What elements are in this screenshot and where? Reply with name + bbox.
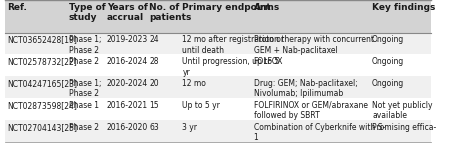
Bar <box>5 120 66 142</box>
Text: 2020-2024: 2020-2024 <box>107 79 148 88</box>
Bar <box>147 120 180 142</box>
Bar <box>66 54 104 76</box>
Bar <box>147 0 180 33</box>
Bar <box>104 76 147 98</box>
Bar <box>180 98 251 120</box>
Text: NCT02578732[22]: NCT02578732[22] <box>7 57 77 66</box>
Text: Type of
study: Type of study <box>69 3 106 22</box>
Bar <box>66 33 104 54</box>
Bar <box>251 0 370 33</box>
Bar <box>104 54 147 76</box>
Text: Ongoing: Ongoing <box>372 35 404 44</box>
Text: FOLFOX: FOLFOX <box>254 57 283 66</box>
Bar <box>104 33 147 54</box>
Text: Combination of Cyberknife with S-
1: Combination of Cyberknife with S- 1 <box>254 123 385 142</box>
Text: Promising effica-: Promising effica- <box>372 123 437 132</box>
Bar <box>5 33 66 54</box>
Bar <box>147 54 180 76</box>
Text: 28: 28 <box>149 57 159 66</box>
Text: Phase 1;
Phase 2: Phase 1; Phase 2 <box>69 79 101 98</box>
Bar <box>251 98 370 120</box>
Text: Up to 5 yr: Up to 5 yr <box>182 101 220 110</box>
Text: Phase 2: Phase 2 <box>69 123 99 132</box>
Text: Ref.: Ref. <box>7 3 27 12</box>
Text: Key findings: Key findings <box>372 3 436 12</box>
Bar <box>370 98 431 120</box>
Text: Proton therapy with concurrent
GEM + Nab-paclitaxel: Proton therapy with concurrent GEM + Nab… <box>254 35 374 55</box>
Bar <box>180 120 251 142</box>
Text: Phase 2: Phase 2 <box>69 57 99 66</box>
Bar <box>251 33 370 54</box>
Text: Years of
accrual: Years of accrual <box>107 3 147 22</box>
Bar <box>251 76 370 98</box>
Bar <box>370 33 431 54</box>
Bar <box>5 54 66 76</box>
Text: No. of
patients: No. of patients <box>149 3 191 22</box>
Text: Phase 1: Phase 1 <box>69 101 99 110</box>
Text: 12 mo after registration or
until death: 12 mo after registration or until death <box>182 35 284 55</box>
Text: Ongoing: Ongoing <box>372 57 404 66</box>
Text: 2016-2020: 2016-2020 <box>107 123 148 132</box>
Bar <box>251 54 370 76</box>
Bar <box>180 0 251 33</box>
Bar <box>5 76 66 98</box>
Bar <box>104 120 147 142</box>
Text: 24: 24 <box>149 35 159 44</box>
Text: 2016-2024: 2016-2024 <box>107 57 148 66</box>
Text: 20: 20 <box>149 79 159 88</box>
Text: Arms: Arms <box>254 3 280 12</box>
Bar <box>147 76 180 98</box>
Text: Phase 1;
Phase 2: Phase 1; Phase 2 <box>69 35 101 55</box>
Text: NCT04247165[23]: NCT04247165[23] <box>7 79 77 88</box>
Bar <box>66 76 104 98</box>
Bar <box>370 120 431 142</box>
Text: Until progression, up to 5
yr: Until progression, up to 5 yr <box>182 57 280 77</box>
Bar <box>66 98 104 120</box>
Bar <box>104 98 147 120</box>
Text: Primary endpoint: Primary endpoint <box>182 3 271 12</box>
Text: 3 yr: 3 yr <box>182 123 198 132</box>
Text: 12 mo: 12 mo <box>182 79 206 88</box>
Bar <box>180 33 251 54</box>
Bar <box>180 54 251 76</box>
Bar <box>251 120 370 142</box>
Bar <box>5 0 66 33</box>
Text: 63: 63 <box>149 123 159 132</box>
Text: NCT02873598[24]: NCT02873598[24] <box>7 101 77 110</box>
Bar <box>104 0 147 33</box>
Text: NCT02704143[25]: NCT02704143[25] <box>7 123 77 132</box>
Text: 15: 15 <box>149 101 159 110</box>
Bar <box>147 98 180 120</box>
Text: Ongoing: Ongoing <box>372 79 404 88</box>
Text: 2019-2023: 2019-2023 <box>107 35 148 44</box>
Text: 2016-2021: 2016-2021 <box>107 101 148 110</box>
Bar <box>5 98 66 120</box>
Bar <box>66 0 104 33</box>
Bar <box>370 54 431 76</box>
Text: Not yet publicly
available: Not yet publicly available <box>372 101 433 120</box>
Text: FOLFIRINOX or GEM/abraxane
followed by SBRT: FOLFIRINOX or GEM/abraxane followed by S… <box>254 101 368 120</box>
Bar <box>147 33 180 54</box>
Text: NCT03652428[19]: NCT03652428[19] <box>7 35 77 44</box>
Bar <box>370 0 431 33</box>
Bar <box>180 76 251 98</box>
Bar <box>370 76 431 98</box>
Text: Drug: GEM; Nab-paclitaxel;
Nivolumab; Ipilimumab: Drug: GEM; Nab-paclitaxel; Nivolumab; Ip… <box>254 79 357 98</box>
Bar <box>66 120 104 142</box>
